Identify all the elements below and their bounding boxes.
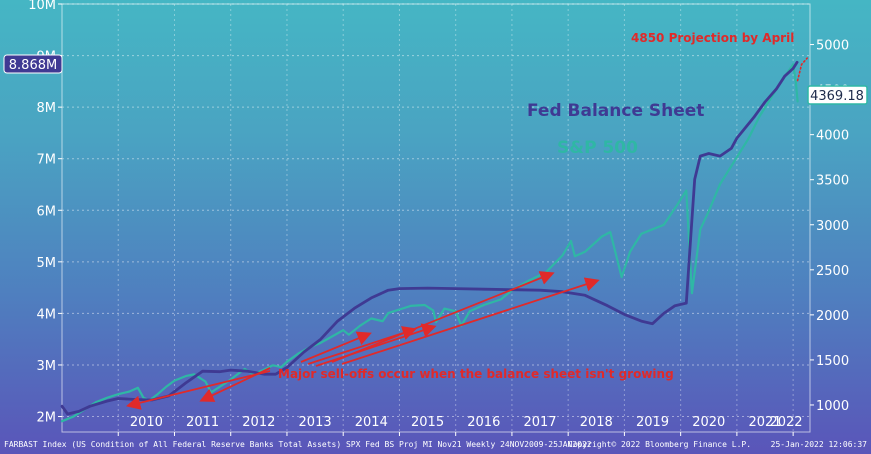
- series-line-fed: [60, 60, 799, 416]
- footer-source: FARBAST Index (US Condition of All Feder…: [4, 440, 592, 449]
- spx-series-label: S&P 500: [557, 138, 638, 158]
- right-tick-label-3: 2500: [816, 264, 849, 279]
- x-tick-label-12: 2022: [769, 415, 802, 430]
- right-axis: 100015002000250030003500400045005000: [810, 39, 849, 414]
- x-tick-label-4: 2014: [355, 415, 388, 430]
- x-tick-label-3: 2013: [299, 415, 332, 430]
- footer-timestamp: 25-Jan-2022 12:06:37: [771, 440, 868, 449]
- right-tick-label-5: 3500: [816, 174, 849, 189]
- series-layer: [60, 57, 808, 423]
- x-tick-label-5: 2015: [411, 415, 444, 430]
- right-tick-label-8: 5000: [816, 39, 849, 54]
- fed-last-value-badge: 8.868M: [3, 54, 63, 74]
- x-tick-label-9: 2019: [636, 415, 669, 430]
- x-tick-label-7: 2017: [523, 415, 556, 430]
- left-tick-label-1: 3M: [37, 359, 57, 374]
- fed-last-value: 8.868M: [9, 58, 57, 73]
- x-tick-label-11: 2021: [748, 415, 781, 430]
- x-tick-label-2: 2012: [242, 415, 275, 430]
- selloff-arrow-6: [341, 277, 600, 365]
- grid-layer: [62, 3, 810, 432]
- x-tick-label-8: 2018: [580, 415, 613, 430]
- arrow-layer: [125, 271, 600, 410]
- left-tick-label-2: 4M: [37, 307, 57, 322]
- footer-copyright: Copyright© 2022 Bloomberg Finance L.P.: [568, 440, 751, 449]
- x-axis: 2010 2011 2012 2013 2014 2015 2016 2017 2018 2019…: [117, 415, 803, 436]
- fed-series-label: Fed Balance Sheet: [527, 101, 704, 121]
- right-tick-label-4: 3000: [816, 219, 849, 234]
- left-axis: 2M3M4M5M6M7M8M9M10M: [28, 0, 62, 426]
- spx-last-value: 4369.18: [810, 89, 864, 104]
- projection-line: [796, 57, 808, 82]
- x-tick-label-0: 2010: [130, 415, 163, 430]
- right-tick-label-2: 2000: [816, 309, 849, 324]
- x-tick-label-6: 2016: [467, 415, 500, 430]
- left-tick-label-0: 2M: [37, 411, 57, 426]
- left-tick-label-4: 6M: [37, 204, 57, 219]
- selloff-note: Major sell-offs occur when the balance s…: [278, 367, 674, 381]
- right-tick-label-6: 4000: [816, 129, 849, 144]
- selloff-arrow-1: [199, 367, 271, 402]
- selloff-arrow-2: [300, 331, 372, 363]
- selloff-arrow-0: [125, 370, 271, 410]
- projection-label: 4850 Projection by April: [631, 31, 794, 45]
- right-tick-label-1: 1500: [816, 354, 849, 369]
- spx-last-value-badge: 4369.18: [807, 85, 868, 105]
- left-tick-label-6: 8M: [37, 101, 57, 116]
- left-tick-label-5: 7M: [37, 153, 57, 168]
- left-tick-label-3: 5M: [37, 256, 57, 271]
- left-tick-label-8: 10M: [28, 0, 56, 13]
- plot-border: [61, 3, 811, 433]
- selloff-arrow-5: [331, 271, 555, 363]
- selloff-arrow-4: [315, 323, 437, 367]
- x-tick-label-10: 2020: [692, 415, 725, 430]
- x-tick-label-1: 2011: [186, 415, 219, 430]
- right-tick-label-0: 1000: [816, 399, 849, 414]
